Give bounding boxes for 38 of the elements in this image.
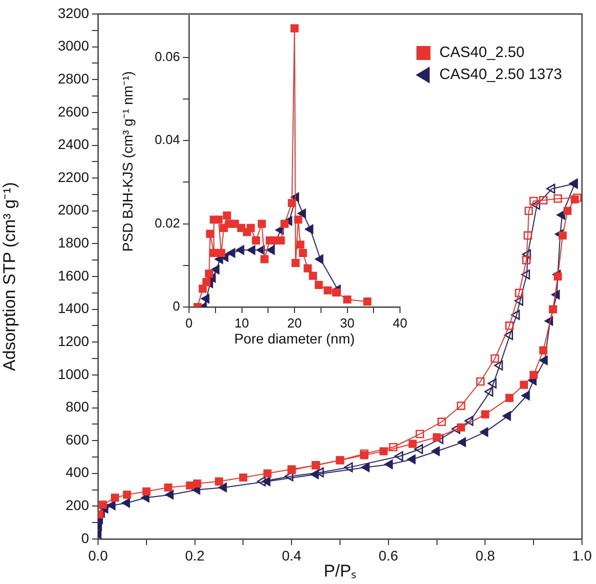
x-tick-label: 10 bbox=[234, 315, 249, 330]
y-tick-label: 1600 bbox=[58, 267, 90, 284]
y-tick-label: 0.02 bbox=[154, 215, 180, 230]
y-tick-label: 1000 bbox=[58, 366, 90, 382]
y-tick-label: 0 bbox=[172, 298, 180, 314]
x-tick-label: 1.0 bbox=[572, 547, 592, 564]
y-axis-title: Adsorption STP (cm³ g⁻¹) bbox=[0, 182, 19, 371]
y-tick-label: 800 bbox=[66, 398, 90, 415]
legend-label: CAS40_2.50 1373 bbox=[439, 66, 562, 84]
x-tick-label: 0.2 bbox=[185, 547, 205, 564]
x-tick-label: 0.4 bbox=[282, 547, 302, 564]
y-tick-label: 0.04 bbox=[154, 132, 180, 148]
y-tick-label: 2400 bbox=[58, 136, 90, 152]
y-axis-title: PSD BJH-KJS (cm³ g⁻¹ nm⁻¹) bbox=[119, 71, 136, 252]
y-tick-label: 3200 bbox=[58, 4, 90, 21]
y-tick-label: 3000 bbox=[58, 38, 90, 54]
y-tick-label: 2000 bbox=[58, 202, 90, 218]
y-tick-label: 200 bbox=[66, 497, 90, 514]
x-axis-title: Pore diameter (nm) bbox=[234, 330, 355, 346]
y-tick-label: 400 bbox=[66, 464, 90, 480]
x-tick-label: 0.0 bbox=[88, 547, 108, 564]
x-tick-label: 40 bbox=[392, 315, 408, 330]
x-tick-label: 30 bbox=[340, 315, 354, 330]
y-tick-label: 1800 bbox=[58, 234, 90, 251]
x-tick-label: 20 bbox=[287, 315, 302, 330]
x-tick-label: 0 bbox=[185, 315, 193, 330]
y-tick-label: 2200 bbox=[58, 168, 90, 185]
y-tick-label: 1400 bbox=[58, 300, 90, 316]
x-axis-title: P/Pₛ bbox=[324, 561, 356, 580]
y-tick-label: 2800 bbox=[58, 70, 90, 86]
x-tick-label: 0.6 bbox=[378, 547, 398, 564]
y-tick-label: 2600 bbox=[58, 103, 90, 120]
y-tick-label: 1200 bbox=[58, 332, 90, 349]
x-tick-label: 0.8 bbox=[475, 547, 496, 564]
legend-label: CAS40_2.50 bbox=[439, 44, 524, 62]
y-tick-label: 600 bbox=[66, 431, 90, 448]
y-tick-label: 0.06 bbox=[154, 48, 180, 64]
y-tick-label: 0 bbox=[81, 530, 90, 546]
